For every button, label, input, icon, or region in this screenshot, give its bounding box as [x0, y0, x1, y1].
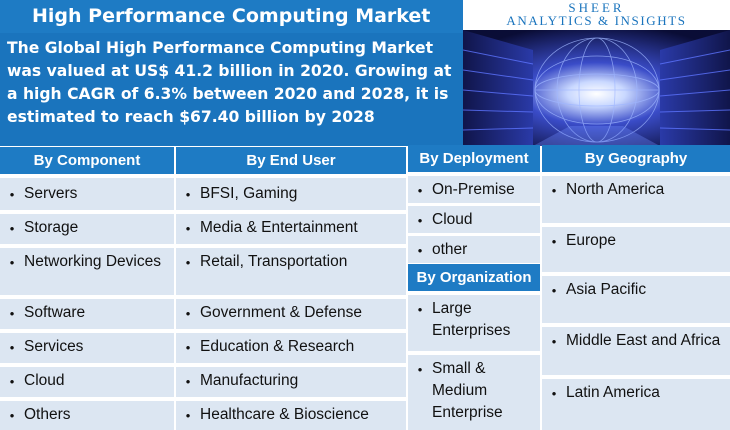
list-item-label: Storage [24, 219, 79, 236]
bullet-icon: • [185, 408, 191, 423]
list-item: • Servers [0, 178, 174, 210]
list-item-label: Government & Defense [200, 304, 362, 321]
list-item: • Asia Pacific [542, 276, 730, 323]
list-item: • Others [0, 401, 174, 430]
bullet-icon: • [551, 334, 557, 349]
list-item: • Middle East and Africa [542, 327, 730, 375]
bullet-icon: • [185, 255, 191, 270]
bullet-icon: • [417, 183, 423, 198]
list-item: • Government & Defense [176, 299, 406, 329]
bullet-icon: • [185, 306, 191, 321]
list-item: • Education & Research [176, 333, 406, 363]
brand-tagline: ANALYTICS & INSIGHTS [506, 13, 687, 28]
list-item-label: North America [566, 181, 665, 198]
list-item-label: Small & Medium Enterprise [432, 360, 503, 421]
bullet-icon: • [185, 374, 191, 389]
list-item: • Cloud [0, 367, 174, 397]
list-item: • Software [0, 299, 174, 329]
list-item-label: Manufacturing [200, 372, 299, 389]
intro-text: The Global High Performance Computing Ma… [0, 33, 463, 146]
bullet-icon: • [417, 302, 423, 317]
list-item-label: Retail, Transportation [200, 253, 348, 270]
list-item: • North America [542, 176, 730, 223]
bullet-icon: • [9, 408, 15, 423]
bullet-icon: • [9, 306, 15, 321]
list-item-label: Middle East and Africa [566, 332, 721, 349]
list-item: • On-Premise [408, 176, 540, 203]
list-item-label: Services [24, 338, 84, 355]
deployment-heading: By Deployment [408, 145, 540, 172]
list-item-label: Software [24, 304, 86, 321]
bullet-icon: • [9, 340, 15, 355]
list-item-label: Media & Entertainment [200, 219, 358, 236]
bullet-icon: • [417, 213, 423, 228]
list-item: • Services [0, 333, 174, 363]
geography-column: By Geography • North America • Europe • Asi… [542, 145, 730, 430]
list-item: • Latin America [542, 379, 730, 430]
bullet-icon: • [9, 374, 15, 389]
list-item-label: Networking Devices [24, 253, 161, 270]
list-item: • Healthcare & Bioscience [176, 401, 406, 430]
bullet-icon: • [9, 255, 15, 270]
list-item: • Networking Devices [0, 248, 174, 295]
brand-name: SHEER [568, 0, 625, 15]
bullet-icon: • [185, 187, 191, 202]
end-user-heading: By End User [176, 147, 406, 174]
list-item-label: Others [24, 406, 71, 423]
list-item-label: Cloud [24, 372, 65, 389]
list-item-label: other [432, 241, 468, 258]
bullet-icon: • [185, 340, 191, 355]
bullet-icon: • [551, 283, 557, 298]
list-item: • Europe [542, 227, 730, 272]
bullet-icon: • [551, 183, 557, 198]
list-item-label: On-Premise [432, 181, 515, 198]
list-item: • Storage [0, 214, 174, 244]
brand-logo: SHEER ANALYTICS & INSIGHTS [463, 0, 730, 30]
list-item: • Media & Entertainment [176, 214, 406, 244]
bullet-icon: • [9, 187, 15, 202]
bullet-icon: • [551, 386, 557, 401]
list-item-label: Cloud [432, 211, 473, 228]
bullet-icon: • [417, 362, 423, 377]
deployment-column: By Deployment • On-Premise • Cloud • other [408, 145, 540, 430]
component-heading: By Component [0, 147, 174, 174]
list-item-label: Asia Pacific [566, 281, 647, 298]
list-item-label: Education & Research [200, 338, 355, 355]
list-item-label: Healthcare & Bioscience [200, 406, 369, 423]
component-column: By Component • Servers • Storage • Networki… [0, 147, 174, 430]
list-item: • Retail, Transportation [176, 248, 406, 295]
list-item: • Manufacturing [176, 367, 406, 397]
list-item: • Cloud [408, 206, 540, 233]
list-item: • BFSI, Gaming [176, 178, 406, 210]
bullet-icon: • [185, 221, 191, 236]
list-item-label: Europe [566, 232, 616, 249]
organization-column: By Organization • Large Enterprises • Smal… [408, 264, 540, 430]
bullet-icon: • [9, 221, 15, 236]
list-item: • other [408, 236, 540, 263]
list-item-label: Latin America [566, 384, 660, 401]
bullet-icon: • [417, 243, 423, 258]
datacenter-image [463, 30, 730, 146]
bullet-icon: • [551, 234, 557, 249]
list-item: • Large Enterprises [408, 295, 540, 351]
geography-heading: By Geography [542, 145, 730, 172]
list-item-label: Servers [24, 185, 78, 202]
organization-heading: By Organization [408, 264, 540, 291]
list-item-label: BFSI, Gaming [200, 185, 298, 202]
end-user-column: By End User • BFSI, Gaming • Media & Enter… [176, 147, 406, 430]
page-title: High Performance Computing Market [0, 0, 463, 33]
list-item-label: Large Enterprises [432, 300, 511, 339]
list-item: • Small & Medium Enterprise [408, 355, 540, 430]
